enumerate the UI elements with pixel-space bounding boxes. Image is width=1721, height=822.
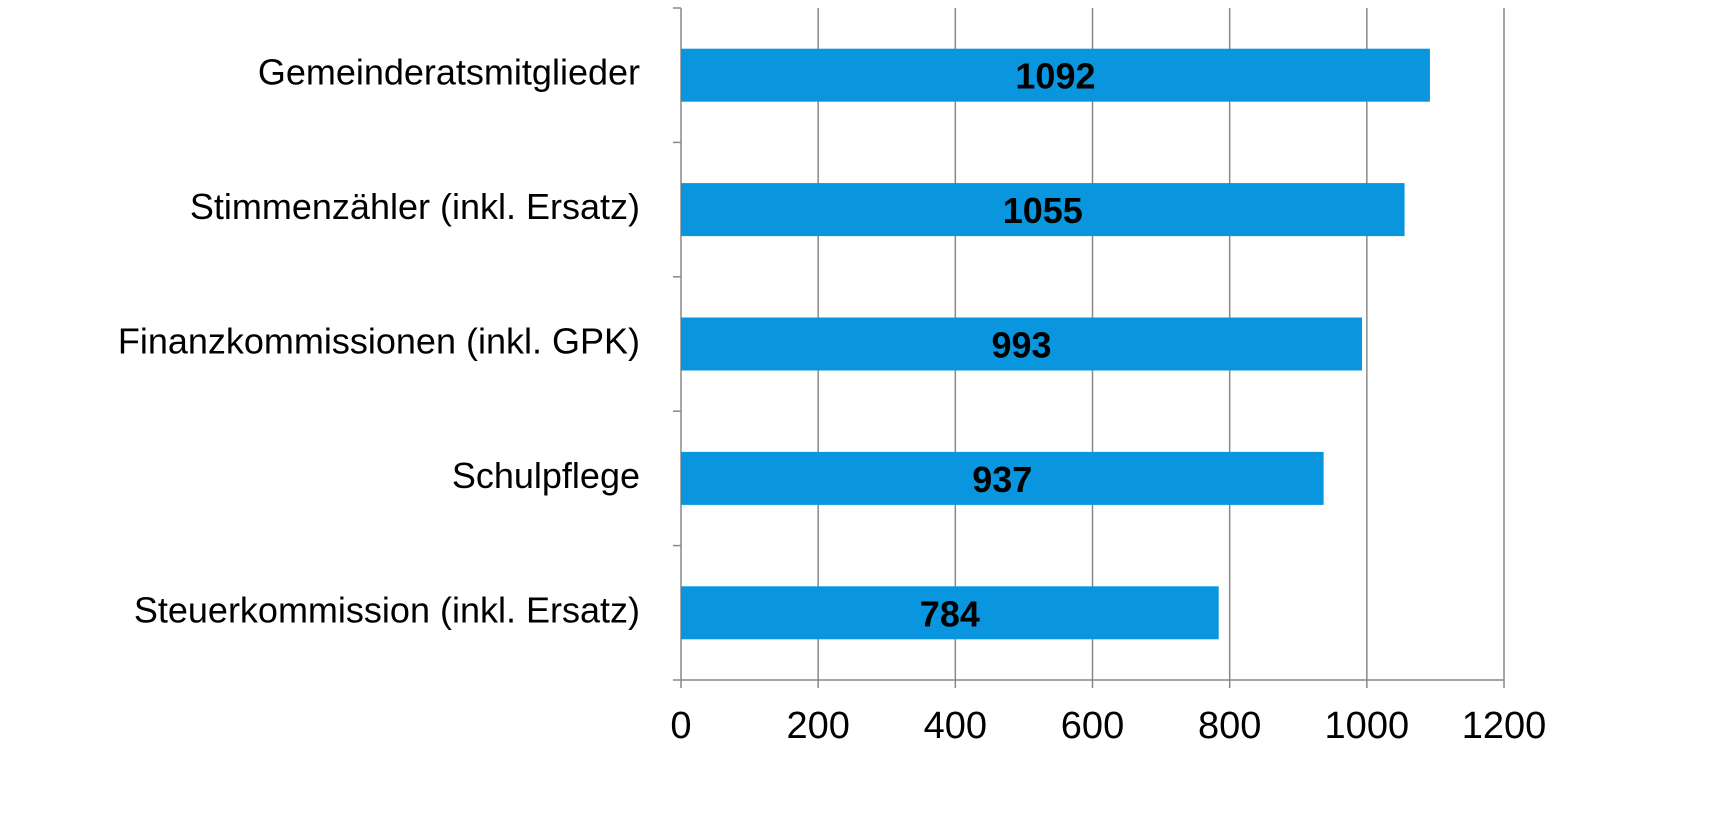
x-tick-label: 600 — [1061, 705, 1124, 747]
bar — [681, 317, 1363, 371]
value-label: 1092 — [1015, 56, 1095, 97]
x-tick-label: 0 — [670, 705, 691, 747]
y-tick-label: Gemeinderatsmitglieder — [258, 52, 640, 93]
value-label: 937 — [972, 459, 1032, 500]
value-label: 993 — [991, 325, 1051, 366]
y-tick-label: Finanzkommissionen (inkl. GPK) — [118, 321, 640, 362]
x-tick-label: 800 — [1198, 705, 1261, 747]
bar — [681, 586, 1219, 640]
bar — [681, 48, 1430, 102]
x-tick-label: 200 — [786, 705, 849, 747]
y-tick-label: Stimmenzähler (inkl. Ersatz) — [190, 186, 640, 227]
value-label: 784 — [920, 593, 980, 634]
y-tick-label: Steuerkommission (inkl. Ersatz) — [134, 589, 640, 630]
y-tick-label: Schulpflege — [452, 455, 640, 496]
x-tick-label: 1000 — [1325, 705, 1410, 747]
bar — [681, 183, 1405, 237]
x-tick-label: 400 — [924, 705, 987, 747]
value-label: 1055 — [1003, 190, 1083, 231]
bar — [681, 451, 1324, 505]
x-tick-label: 1200 — [1462, 705, 1547, 747]
